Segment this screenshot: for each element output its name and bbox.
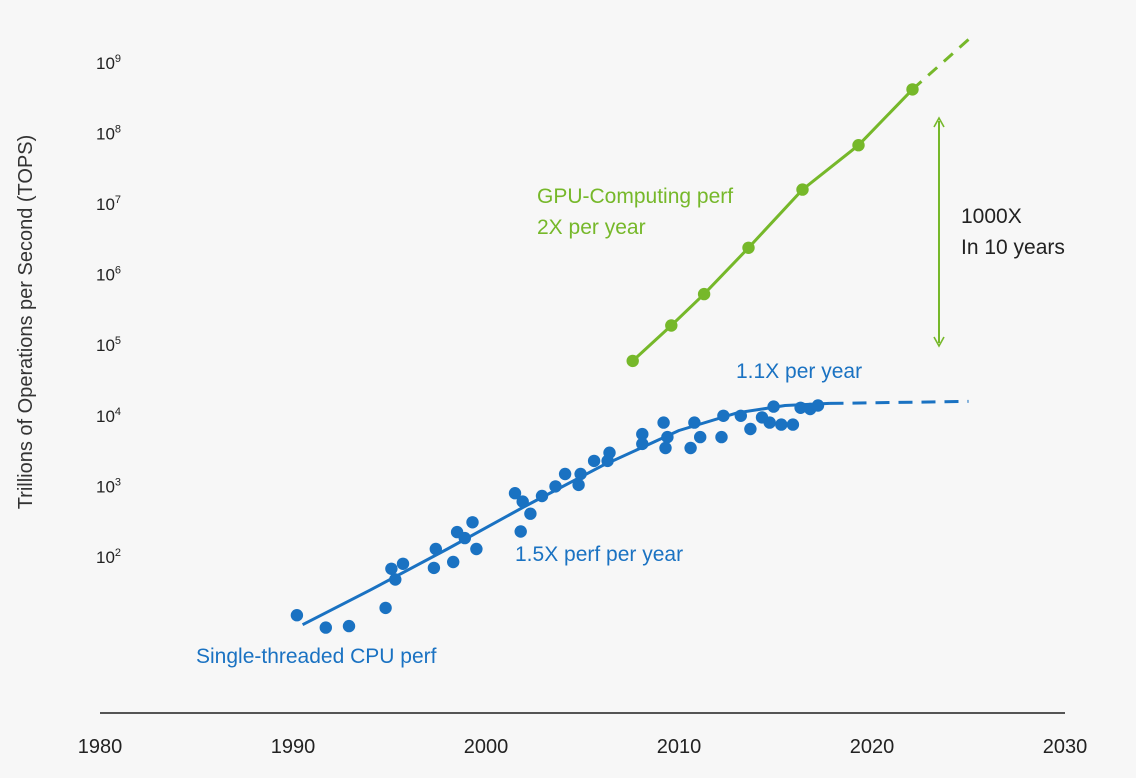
y-tick-base: 10 <box>96 54 115 73</box>
gpu-series <box>626 34 974 368</box>
gpu-label-line2: 2X per year <box>537 216 646 239</box>
gpu-data-point <box>697 287 711 301</box>
cpu-data-point <box>603 446 616 459</box>
cpu-data-point <box>319 621 332 634</box>
cpu-data-point <box>657 416 670 429</box>
cpu-data-point <box>524 507 537 520</box>
gap-arrow <box>933 116 945 348</box>
cpu-data-point <box>396 557 410 570</box>
cpu-data-point <box>558 467 572 481</box>
cpu-data-point <box>744 422 757 436</box>
cpu-data-point <box>385 562 398 575</box>
cpu-data-point <box>574 467 587 481</box>
y-tick-label: 109 <box>96 53 121 73</box>
cpu-trend-line <box>301 401 830 627</box>
x-tick-label: 1980 <box>78 736 123 758</box>
y-tick-label: 107 <box>96 194 121 214</box>
cpu-data-point <box>466 516 479 529</box>
gpu-trend-line <box>631 88 914 363</box>
y-tick-exponent: 3 <box>115 476 121 488</box>
cpu-data-point <box>427 561 441 575</box>
y-tick-exponent: 6 <box>115 265 121 277</box>
x-tick-labels: 1980 1990 2000 2010 2020 2030 <box>78 736 1088 758</box>
y-tick-label: 105 <box>96 335 121 355</box>
x-tick-label: 2030 <box>1043 736 1088 758</box>
y-tick-base: 10 <box>96 195 115 214</box>
cpu-data-point <box>688 416 701 429</box>
cpu-data-point <box>587 454 601 468</box>
cpu-data-point <box>447 555 460 569</box>
y-tick-exponent: 8 <box>115 123 121 135</box>
y-tick-label: 102 <box>96 547 121 567</box>
cpu-data-point <box>763 416 776 429</box>
cpu-data-point <box>717 409 730 422</box>
y-tick-exponent: 4 <box>115 406 121 418</box>
cpu-series <box>290 399 969 634</box>
x-tick-label: 1990 <box>271 736 316 758</box>
cpu-data-point <box>389 573 402 586</box>
cpu-data-point <box>429 542 442 556</box>
y-tick-base: 10 <box>96 124 115 143</box>
cpu-data-point <box>775 418 788 431</box>
gpu-label-line1: GPU-Computing perf <box>537 185 733 208</box>
y-tick-exponent: 5 <box>115 335 121 347</box>
x-tick-label: 2000 <box>464 736 509 758</box>
gap-arrow-head-top <box>933 116 945 128</box>
y-tick-exponent: 9 <box>115 53 121 65</box>
cpu-data-point <box>514 525 527 538</box>
cpu-data-point <box>516 495 529 508</box>
gpu-data-point <box>665 319 678 332</box>
cpu-series-label: Single-threaded CPU perf <box>196 645 437 668</box>
y-tick-base: 10 <box>96 477 115 496</box>
cpu-data-point <box>470 542 483 556</box>
y-tick-base: 10 <box>96 548 115 567</box>
y-tick-exponent: 2 <box>115 547 121 559</box>
y-tick-label: 106 <box>96 265 121 285</box>
cpu-data-point <box>715 430 728 444</box>
x-tick-label: 2010 <box>657 736 702 758</box>
cpu-data-point <box>342 619 356 633</box>
gpu-data-point <box>796 183 809 196</box>
gpu-data-point <box>852 139 865 152</box>
gpu-data-point <box>626 354 639 368</box>
cpu-data-point <box>811 399 825 412</box>
x-tick-label: 2020 <box>850 736 895 758</box>
y-tick-label: 108 <box>96 123 121 143</box>
y-tick-base: 10 <box>96 336 115 355</box>
cpu-data-point <box>636 437 649 451</box>
y-axis-label: Trillions of Operations per Second (TOPS… <box>15 135 37 510</box>
y-tick-label: 103 <box>96 476 121 496</box>
cpu-data-point <box>379 601 392 615</box>
gap-label-line2: In 10 years <box>961 236 1065 259</box>
gpu-data-point <box>742 241 755 254</box>
cpu-data-point <box>684 441 697 455</box>
cpu-data-point <box>290 609 304 622</box>
cpu-data-point <box>549 480 562 493</box>
cpu-early-rate-label: 1.5X perf per year <box>515 543 683 566</box>
cpu-data-point <box>636 427 649 441</box>
cpu-data-point <box>508 487 522 500</box>
cpu-data-point <box>734 409 747 422</box>
cpu-data-point <box>694 430 707 444</box>
cpu-data-point <box>458 531 471 545</box>
cpu-data-point <box>786 418 800 431</box>
cpu-data-point <box>535 489 549 503</box>
y-tick-exponent: 7 <box>115 194 121 206</box>
y-tick-label: 104 <box>96 406 121 426</box>
cpu-data-point <box>572 478 585 492</box>
gpu-projection-line <box>911 34 974 91</box>
cpu-late-rate-label: 1.1X per year <box>736 360 862 383</box>
cpu-data-point <box>794 401 807 414</box>
gap-arrow-head-bottom <box>933 336 945 348</box>
y-tick-base: 10 <box>96 407 115 426</box>
cpu-data-point <box>767 400 780 413</box>
gap-label-line1: 1000X <box>961 205 1022 228</box>
cpu-data-point <box>661 430 674 444</box>
cpu-data-point <box>659 441 672 455</box>
y-tick-base: 10 <box>96 266 115 285</box>
cpu-projection-line <box>829 399 969 405</box>
gpu-data-point <box>906 83 919 96</box>
